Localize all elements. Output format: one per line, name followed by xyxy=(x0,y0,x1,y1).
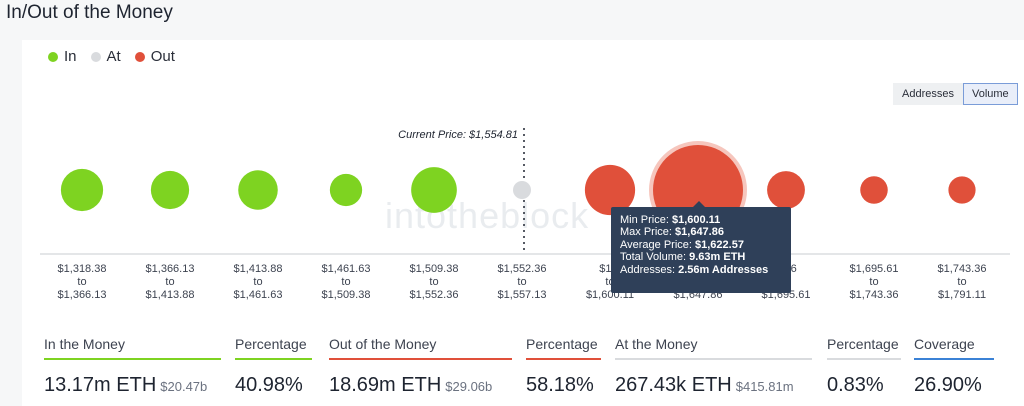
stat-label: Percentage xyxy=(827,336,901,360)
tooltip-addresses: Addresses: 2.56m Addresses xyxy=(620,263,769,276)
bubble-in xyxy=(150,170,190,210)
volume-button[interactable]: Volume xyxy=(962,83,1018,105)
stat-value: 58.18% xyxy=(526,374,594,396)
tick-label-from: $1,413.88 xyxy=(234,263,283,275)
tooltip-avg-price: Average Price: $1,622.57 xyxy=(620,238,744,251)
stat-value: 26.90% xyxy=(914,374,982,396)
stat-value: 18.69m ETH $29.06b xyxy=(329,374,493,396)
legend-label-at: At xyxy=(106,48,121,65)
legend-label-out: Out xyxy=(150,48,175,65)
tick-label-to-word: to xyxy=(429,276,438,288)
tick-label-to-word: to xyxy=(517,276,526,288)
stat-label: In the Money xyxy=(44,336,221,360)
bubble-out xyxy=(860,176,888,204)
stat-label: Coverage xyxy=(914,336,994,360)
legend-dot-in xyxy=(48,51,58,62)
tick-label-to: $1,791.11 xyxy=(938,289,986,301)
tick-label-to: $1,509.38 xyxy=(322,289,371,301)
tooltip-min-price: Min Price: $1,600.11 xyxy=(620,214,721,226)
legend: In At Out xyxy=(48,48,175,65)
stat-label: Percentage xyxy=(235,336,312,360)
tooltip-volume: Total Volume: 9.63m ETH xyxy=(620,251,746,264)
tick-label-to: $1,413.88 xyxy=(146,289,195,301)
bubble-out xyxy=(584,164,636,216)
bubble-out xyxy=(767,171,805,209)
tick-label-to-word: to xyxy=(605,276,614,288)
tick-label-to-word: to xyxy=(957,276,966,288)
bubble-in xyxy=(60,168,104,212)
stat-out-percentage: Percentage 58.18% xyxy=(526,336,601,397)
tick-label-from: $1,695.61 xyxy=(850,263,899,275)
tick-label-to: $1,461.63 xyxy=(234,289,283,301)
stat-value: 40.98% xyxy=(235,374,303,396)
stat-value: 0.83% xyxy=(827,374,884,396)
tick-label-to-word: to xyxy=(341,276,350,288)
page-title: In/Out of the Money xyxy=(6,2,173,23)
stat-coverage: Coverage 26.90% xyxy=(914,336,994,397)
stat-in-the-money: In the Money 13.17m ETH $20.47b xyxy=(44,336,221,397)
bubble-in xyxy=(238,170,278,210)
tick-label-to: $1,557.13 xyxy=(498,289,547,301)
stat-in-percentage: Percentage 40.98% xyxy=(235,336,312,397)
bubble-in xyxy=(411,167,457,213)
tick-label-to: $1,552.36 xyxy=(410,289,459,301)
stat-label: Percentage xyxy=(526,336,601,360)
tick-label-from: $1,366.13 xyxy=(146,263,195,275)
tick-label-to: $1,366.13 xyxy=(58,289,107,301)
chart-card xyxy=(22,40,1024,406)
tick-label-to-word: to xyxy=(253,276,262,288)
legend-label-in: In xyxy=(64,48,77,65)
legend-dot-at xyxy=(90,51,101,62)
bubble-at xyxy=(513,181,531,199)
tick-label-to: $1,743.36 xyxy=(850,289,899,301)
metric-toggle: Addresses Volume xyxy=(893,83,1018,105)
current-price-label: Current Price: $1,554.81 xyxy=(398,129,518,141)
stat-label: At the Money xyxy=(615,336,812,360)
tick-label-from: $1,743.36 xyxy=(938,263,987,275)
stat-at-percentage: Percentage 0.83% xyxy=(827,336,901,397)
legend-dot-out xyxy=(134,51,145,62)
legend-item-in[interactable]: In xyxy=(48,48,77,65)
stat-at-the-money: At the Money 267.43k ETH $415.81m xyxy=(615,336,812,397)
tick-label-from: $1,461.63 xyxy=(322,263,371,275)
legend-item-at[interactable]: At xyxy=(90,48,121,65)
tick-label-from: $1,509.38 xyxy=(410,263,459,275)
tick-label-to-word: to xyxy=(869,276,878,288)
tooltip: Min Price: $1,600.11 Max Price: $1,647.8… xyxy=(611,201,791,293)
tooltip-max-price: Max Price: $1,647.86 xyxy=(620,226,724,239)
stat-out-of-the-money: Out of the Money 18.69m ETH $29.06b xyxy=(329,336,512,397)
bubble-in xyxy=(329,173,363,207)
addresses-button[interactable]: Addresses xyxy=(893,83,963,105)
tick-label-to-word: to xyxy=(77,276,86,288)
bubble-chart: Current Price: $1,554.81$1,318.38to$1,36… xyxy=(40,128,1010,301)
tick-label-from: $1,552.36 xyxy=(498,263,547,275)
bubble-out xyxy=(948,176,976,204)
tick-label-from: $1,318.38 xyxy=(58,263,107,275)
stat-value: 13.17m ETH $20.47b xyxy=(44,374,208,396)
stat-value: 267.43k ETH $415.81m xyxy=(615,374,794,396)
tick-label-to-word: to xyxy=(165,276,174,288)
stat-label: Out of the Money xyxy=(329,336,512,360)
legend-item-out[interactable]: Out xyxy=(134,48,175,65)
